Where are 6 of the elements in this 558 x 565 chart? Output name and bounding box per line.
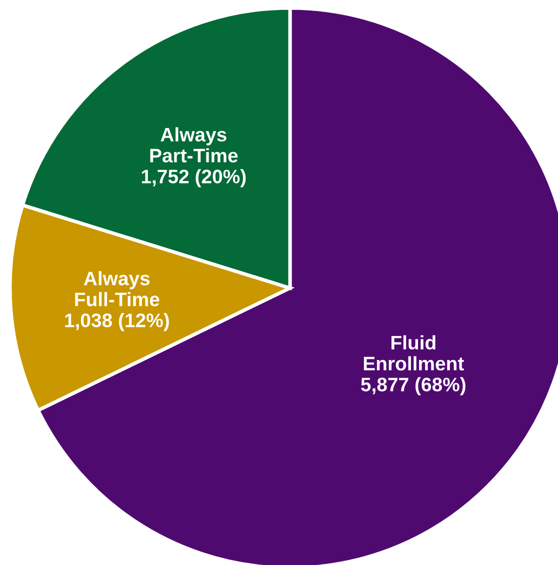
data-label: 5,877 (68%) bbox=[361, 377, 466, 396]
slice-label: Always Full-Time bbox=[75, 271, 160, 306]
slice-label: Fluid Enrollment bbox=[364, 335, 464, 370]
slice-label: Always Part-Time bbox=[150, 127, 238, 162]
data-label: 1,038 (12%) bbox=[65, 312, 169, 332]
data-label: 1,752 (20%) bbox=[142, 169, 246, 188]
